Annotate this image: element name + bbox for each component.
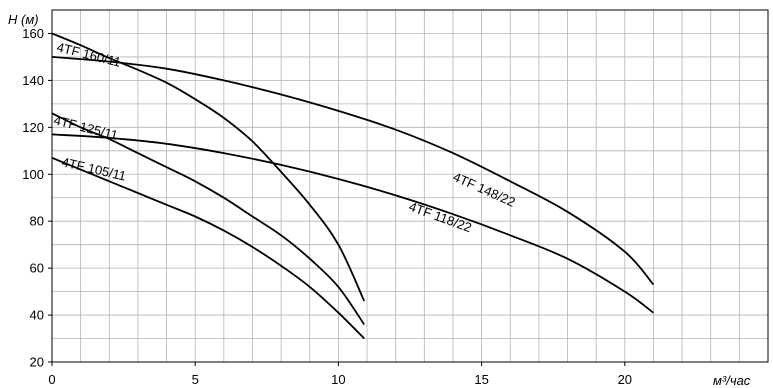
curve-3 (51, 133, 654, 314)
curve-4 (51, 156, 365, 340)
curves (51, 32, 655, 340)
plot-frame (51, 9, 769, 363)
y-tick-label: 80 (30, 214, 44, 229)
x-tick-label: 0 (48, 372, 55, 387)
x-axis-ticks: 0 5 10 15 20 (48, 362, 632, 387)
curve-0 (51, 32, 366, 302)
curve-label-1: 4TF 148/22 (451, 169, 518, 210)
curve-label-3: 4TF 118/22 (407, 199, 474, 236)
x-tick-label: 20 (618, 372, 632, 387)
y-tick-label: 60 (30, 261, 44, 276)
x-tick-label: 15 (474, 372, 488, 387)
y-tick-label: 20 (30, 355, 44, 370)
y-tick-label: 40 (30, 308, 44, 323)
y-tick-label: 140 (22, 73, 44, 88)
y-tick-label: 100 (22, 167, 44, 182)
curve-1 (51, 56, 655, 286)
x-axis-label: м³/час (713, 373, 751, 388)
y-axis-ticks: 20 40 60 80 100 120 140 160 (22, 26, 52, 370)
grid (52, 10, 768, 362)
y-tick-label: 160 (22, 26, 44, 41)
y-tick-label: 120 (22, 120, 44, 135)
curve-label-0: 4TF 160/11 (55, 39, 122, 69)
y-axis-label: H (м) (8, 12, 39, 27)
x-tick-label: 5 (192, 372, 199, 387)
x-tick-label: 10 (331, 372, 345, 387)
curve-label-4: 4TF 105/11 (60, 154, 127, 183)
